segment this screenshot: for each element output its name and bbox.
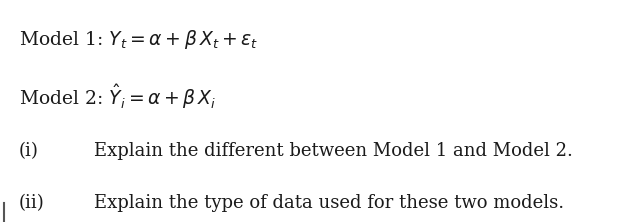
Text: (ii): (ii)	[19, 194, 44, 212]
Text: Model 1: $Y_t = \alpha + \beta\, X_t + \varepsilon_t$: Model 1: $Y_t = \alpha + \beta\, X_t + \…	[19, 28, 258, 51]
Text: (i): (i)	[19, 142, 39, 160]
Text: Explain the type of data used for these two models.: Explain the type of data used for these …	[94, 194, 565, 212]
Text: Explain the different between Model 1 and Model 2.: Explain the different between Model 1 an…	[94, 142, 573, 160]
Text: Model 2: $\hat{Y}_i = \alpha + \beta\, X_i$: Model 2: $\hat{Y}_i = \alpha + \beta\, X…	[19, 83, 216, 111]
